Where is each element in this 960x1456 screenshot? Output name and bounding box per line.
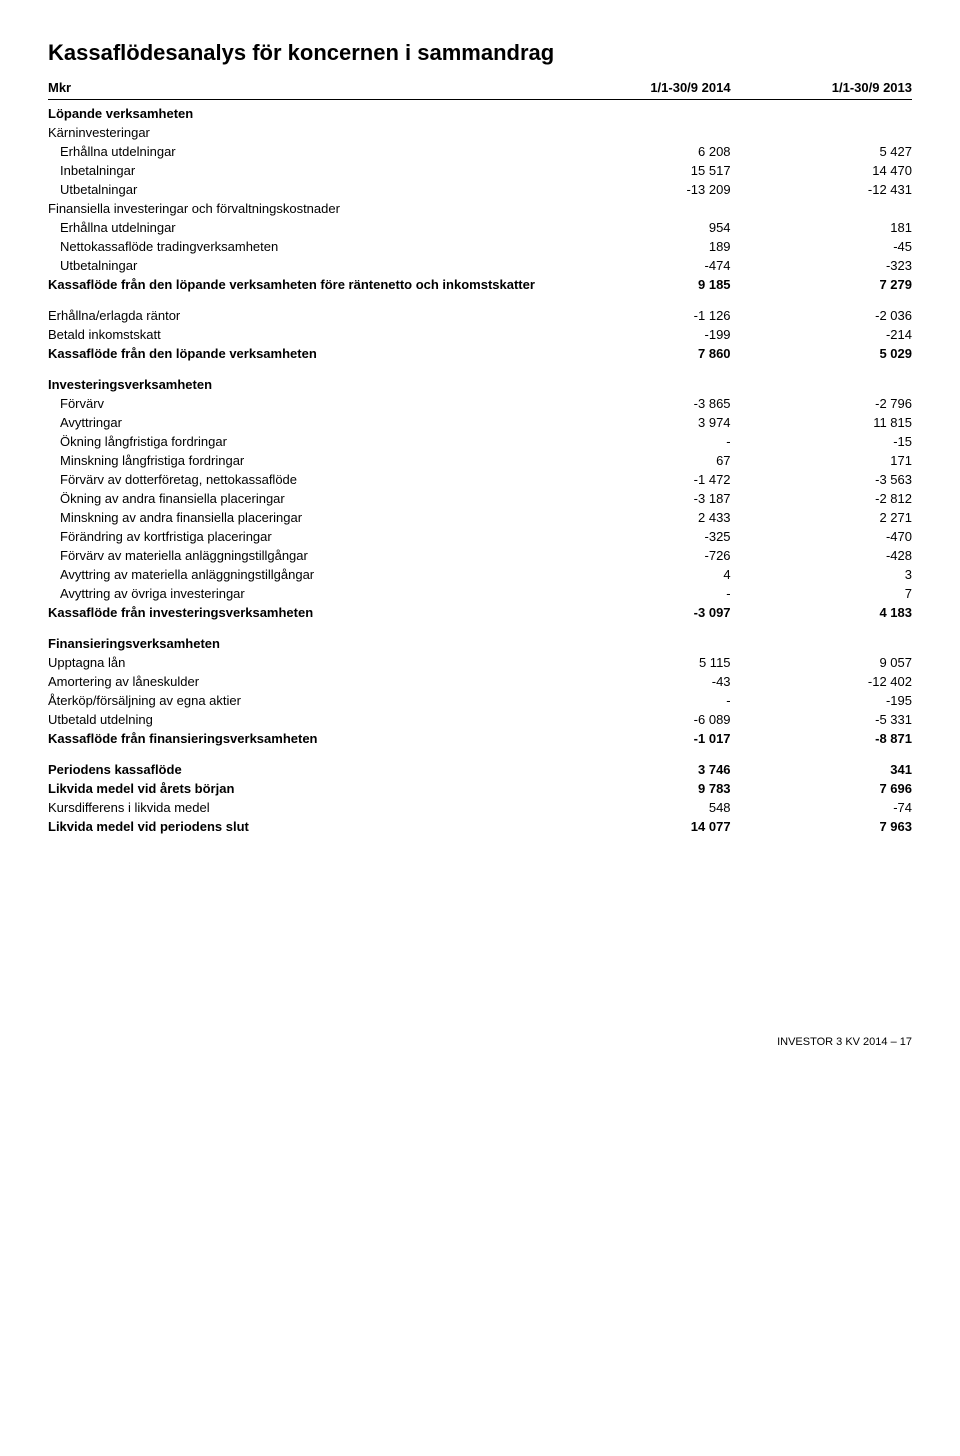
- table-row: Utbetalningar-474-323: [48, 256, 912, 275]
- section-heading: Investeringsverksamheten: [48, 363, 912, 394]
- period-col-2: 1/1-30/9 2013: [731, 78, 912, 100]
- table-row: Förvärv-3 865-2 796: [48, 394, 912, 413]
- table-row: Minskning av andra finansiella placering…: [48, 508, 912, 527]
- table-row: Förvärv av materiella anläggningstillgån…: [48, 546, 912, 565]
- table-header-row: Mkr 1/1-30/9 2014 1/1-30/9 2013: [48, 78, 912, 100]
- table-row: Utbetalningar-13 209-12 431: [48, 180, 912, 199]
- table-row: Erhållna/erlagda räntor-1 126-2 036: [48, 294, 912, 325]
- table-row: Utbetald utdelning-6 089-5 331: [48, 710, 912, 729]
- table-row: Förändring av kortfristiga placeringar-3…: [48, 527, 912, 546]
- section-heading: Löpande verksamheten: [48, 100, 912, 124]
- table-row: Minskning långfristiga fordringar67171: [48, 451, 912, 470]
- table-row: Förvärv av dotterföretag, nettokassaflöd…: [48, 470, 912, 489]
- period-col-1: 1/1-30/9 2014: [549, 78, 730, 100]
- table-row: Kursdifferens i likvida medel548-74: [48, 798, 912, 817]
- subtotal-row: Kassaflöde från finansieringsverksamhete…: [48, 729, 912, 748]
- subtotal-row: Kassaflöde från den löpande verksamheten…: [48, 344, 912, 363]
- subtotal-row: Kassaflöde från den löpande verksamheten…: [48, 275, 912, 294]
- table-row: Avyttringar3 97411 815: [48, 413, 912, 432]
- subsection-heading: Kärninvesteringar: [48, 123, 912, 142]
- total-row: Likvida medel vid årets början9 7837 696: [48, 779, 912, 798]
- table-row: Återköp/försäljning av egna aktier--195: [48, 691, 912, 710]
- table-row: Erhållna utdelningar6 2085 427: [48, 142, 912, 161]
- table-row: Ökning av andra finansiella placeringar-…: [48, 489, 912, 508]
- table-row: Amortering av låneskulder-43-12 402: [48, 672, 912, 691]
- unit-label: Mkr: [48, 78, 549, 100]
- table-row: Erhållna utdelningar954181: [48, 218, 912, 237]
- table-row: Upptagna lån5 1159 057: [48, 653, 912, 672]
- total-row: Likvida medel vid periodens slut14 0777 …: [48, 817, 912, 836]
- table-row: Avyttring av övriga investeringar-7: [48, 584, 912, 603]
- table-row: Betald inkomstskatt-199-214: [48, 325, 912, 344]
- section-heading: Finansieringsverksamheten: [48, 622, 912, 653]
- subsection-heading: Finansiella investeringar och förvaltnin…: [48, 199, 912, 218]
- total-row: Periodens kassaflöde3 746341: [48, 748, 912, 779]
- table-row: Nettokassaflöde tradingverksamheten189-4…: [48, 237, 912, 256]
- cashflow-table: Mkr 1/1-30/9 2014 1/1-30/9 2013 Löpande …: [48, 78, 912, 836]
- table-row: Avyttring av materiella anläggningstillg…: [48, 565, 912, 584]
- page-title: Kassaflödesanalys för koncernen i samman…: [48, 40, 912, 66]
- subtotal-row: Kassaflöde från investeringsverksamheten…: [48, 603, 912, 622]
- table-row: Inbetalningar15 51714 470: [48, 161, 912, 180]
- table-row: Ökning långfristiga fordringar--15: [48, 432, 912, 451]
- page-footer: INVESTOR 3 KV 2014 – 17: [48, 1036, 912, 1048]
